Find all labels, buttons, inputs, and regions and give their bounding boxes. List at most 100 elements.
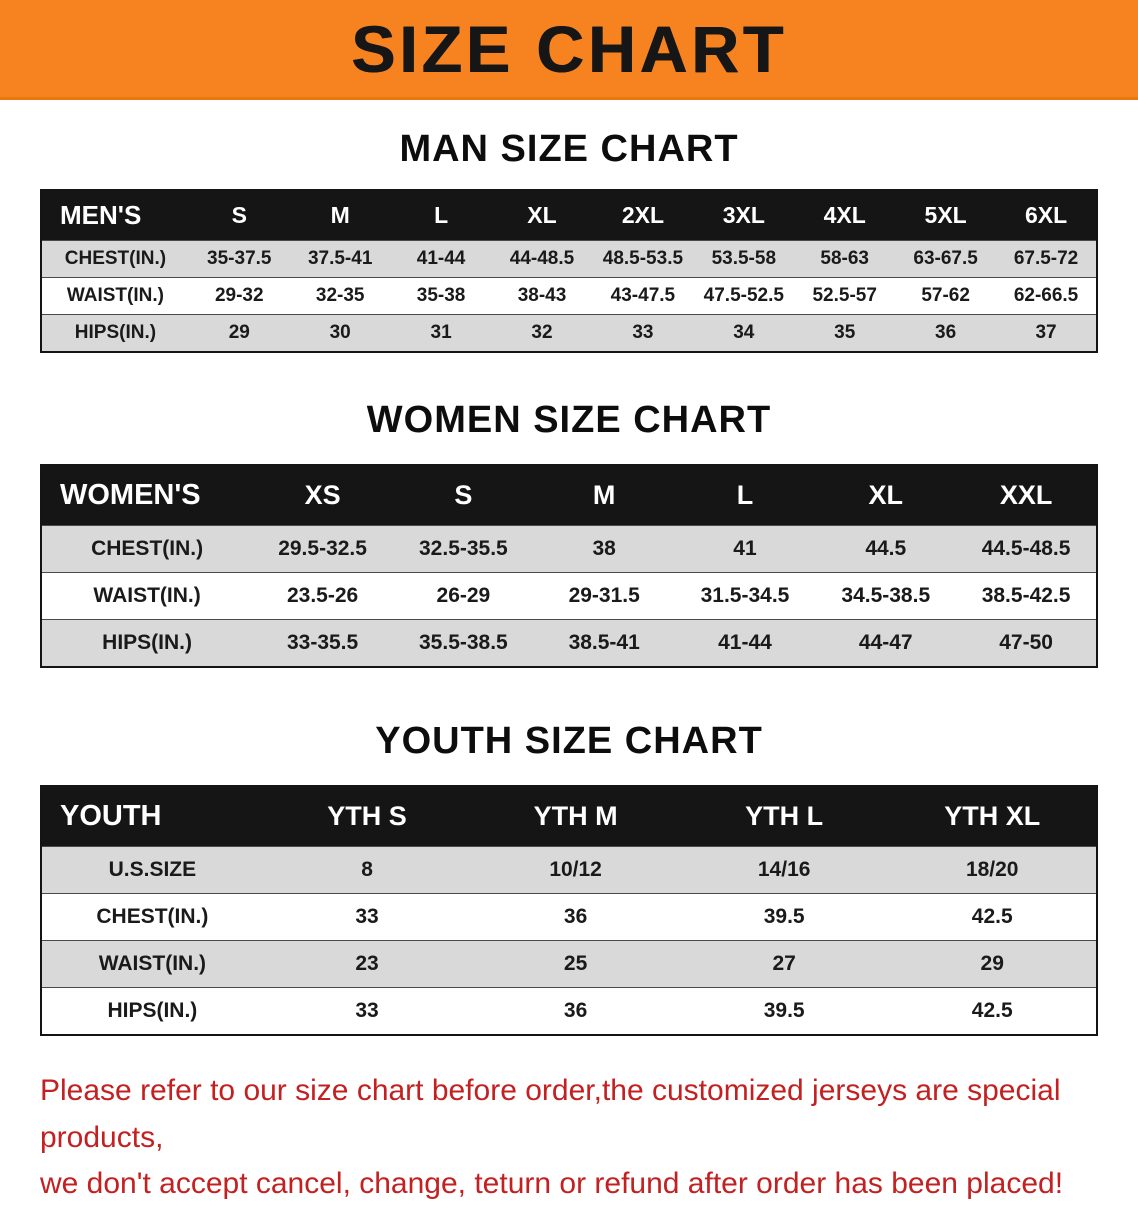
value-cell: 38 <box>533 525 675 573</box>
section-youth: YOUTH SIZE CHART YOUTH YTH S YTH M YTH L YTH… <box>0 720 1138 1036</box>
value-cell: 23 <box>262 940 472 988</box>
value-cell: 36 <box>895 314 997 352</box>
size-header-cell: YTH M <box>471 786 680 847</box>
value-cell: 32-35 <box>289 277 391 315</box>
value-cell: 37 <box>996 314 1097 352</box>
value-cell: 67.5-72 <box>996 240 1097 278</box>
section-men: MAN SIZE CHART MEN'S S M L XL 2XL 3XL 4XL 5XL 6XL… <box>0 128 1138 353</box>
value-cell: 63-67.5 <box>895 240 997 278</box>
value-cell: 26-29 <box>392 572 534 620</box>
table-row: CHEST(IN.) 29.5-32.5 32.5-35.5 38 41 44.5 44.5… <box>41 525 1097 573</box>
value-cell: 48.5-53.5 <box>592 240 694 278</box>
value-cell: 41-44 <box>674 619 816 667</box>
size-header-cell: XL <box>491 190 593 241</box>
value-cell: 35-37.5 <box>188 240 290 278</box>
row-label-cell: HIPS(IN.) <box>41 619 253 667</box>
value-cell: 30 <box>289 314 391 352</box>
value-cell: 44-47 <box>815 619 957 667</box>
size-header-cell: M <box>533 465 675 526</box>
table-row: HIPS(IN.) 33-35.5 35.5-38.5 38.5-41 41-44 44-… <box>41 619 1097 667</box>
value-cell: 32.5-35.5 <box>392 525 534 573</box>
table-row: WAIST(IN.) 23.5-26 26-29 29-31.5 31.5-34.5 34… <box>41 572 1097 620</box>
size-header-cell: S <box>188 190 290 241</box>
table-row: U.S.SIZE 8 10/12 14/16 18/20 <box>41 846 1097 894</box>
footnote-line-2: we don't accept cancel, change, teturn o… <box>40 1167 1064 1200</box>
size-header-cell: YTH L <box>679 786 889 847</box>
table-row: CHEST(IN.) 35-37.5 37.5-41 41-44 44-48.5 48.5… <box>41 240 1097 278</box>
value-cell: 29-32 <box>188 277 290 315</box>
value-cell: 18/20 <box>888 846 1097 894</box>
row-label-cell: CHEST(IN.) <box>41 525 253 573</box>
value-cell: 39.5 <box>679 893 889 941</box>
size-header-cell: M <box>289 190 391 241</box>
size-header-cell: XXL <box>956 465 1097 526</box>
value-cell: 29 <box>888 940 1097 988</box>
footnote: Please refer to our size chart before or… <box>40 1068 1098 1208</box>
value-cell: 44.5-48.5 <box>956 525 1097 573</box>
value-cell: 47.5-52.5 <box>693 277 795 315</box>
value-cell: 36 <box>471 987 680 1035</box>
value-cell: 33 <box>262 987 472 1035</box>
row-label-cell: CHEST(IN.) <box>41 240 189 278</box>
value-cell: 41 <box>674 525 816 573</box>
value-cell: 10/12 <box>471 846 680 894</box>
size-header-cell: L <box>674 465 816 526</box>
value-cell: 29 <box>188 314 290 352</box>
value-cell: 36 <box>471 893 680 941</box>
value-cell: 38-43 <box>491 277 593 315</box>
table-row: WAIST(IN.) 29-32 32-35 35-38 38-43 43-47.5 47.… <box>41 277 1097 315</box>
size-header-cell: L <box>390 190 492 241</box>
table-row: HIPS(IN.) 33 36 39.5 42.5 <box>41 987 1097 1035</box>
value-cell: 23.5-26 <box>252 572 393 620</box>
women-section-heading: WOMEN SIZE CHART <box>366 399 772 441</box>
value-cell: 41-44 <box>390 240 492 278</box>
table-row: HIPS(IN.) 29 30 31 32 33 34 35 36 37 <box>41 314 1097 352</box>
size-header-cell: YTH S <box>262 786 472 847</box>
value-cell: 27 <box>679 940 889 988</box>
value-cell: 29-31.5 <box>533 572 675 620</box>
value-cell: 42.5 <box>888 987 1097 1035</box>
size-header-cell: S <box>392 465 534 526</box>
value-cell: 34 <box>693 314 795 352</box>
size-header-cell: 3XL <box>693 190 795 241</box>
row-label-cell: U.S.SIZE <box>41 846 263 894</box>
value-cell: 33 <box>592 314 694 352</box>
value-cell: 37.5-41 <box>289 240 391 278</box>
table-title-cell: YOUTH <box>41 786 263 847</box>
row-label-cell: WAIST(IN.) <box>41 940 263 988</box>
value-cell: 58-63 <box>794 240 896 278</box>
size-header-cell: 5XL <box>895 190 997 241</box>
value-cell: 57-62 <box>895 277 997 315</box>
size-header-cell: 2XL <box>592 190 694 241</box>
value-cell: 47-50 <box>956 619 1097 667</box>
men-size-table: MEN'S S M L XL 2XL 3XL 4XL 5XL 6XL CHEST(IN.) 35-37… <box>40 189 1098 353</box>
men-section-heading: MAN SIZE CHART <box>399 128 739 170</box>
value-cell: 44-48.5 <box>491 240 593 278</box>
footnote-line-1: Please refer to our size chart before or… <box>40 1074 1061 1154</box>
row-label-cell: HIPS(IN.) <box>41 987 263 1035</box>
page-title: SIZE CHART <box>351 11 787 86</box>
table-header-row: WOMEN'S XS S M L XL XXL <box>41 465 1097 526</box>
value-cell: 25 <box>471 940 680 988</box>
value-cell: 38.5-41 <box>533 619 675 667</box>
value-cell: 39.5 <box>679 987 889 1035</box>
value-cell: 35 <box>794 314 896 352</box>
value-cell: 33 <box>262 893 472 941</box>
table-row: CHEST(IN.) 33 36 39.5 42.5 <box>41 893 1097 941</box>
table-row: WAIST(IN.) 23 25 27 29 <box>41 940 1097 988</box>
size-header-cell: YTH XL <box>888 786 1097 847</box>
table-title-cell: MEN'S <box>41 190 189 241</box>
value-cell: 42.5 <box>888 893 1097 941</box>
table-title-cell: WOMEN'S <box>41 465 253 526</box>
size-header-cell: 4XL <box>794 190 896 241</box>
value-cell: 31 <box>390 314 492 352</box>
value-cell: 31.5-34.5 <box>674 572 816 620</box>
banner: SIZE CHART <box>0 0 1138 100</box>
value-cell: 33-35.5 <box>252 619 393 667</box>
value-cell: 52.5-57 <box>794 277 896 315</box>
women-size-table: WOMEN'S XS S M L XL XXL CHEST(IN.) 29.5-32.5 32.5… <box>40 464 1098 668</box>
youth-size-table: YOUTH YTH S YTH M YTH L YTH XL U.S.SIZE 8 10/12… <box>40 785 1098 1036</box>
row-label-cell: WAIST(IN.) <box>41 277 189 315</box>
youth-section-heading: YOUTH SIZE CHART <box>375 720 763 762</box>
